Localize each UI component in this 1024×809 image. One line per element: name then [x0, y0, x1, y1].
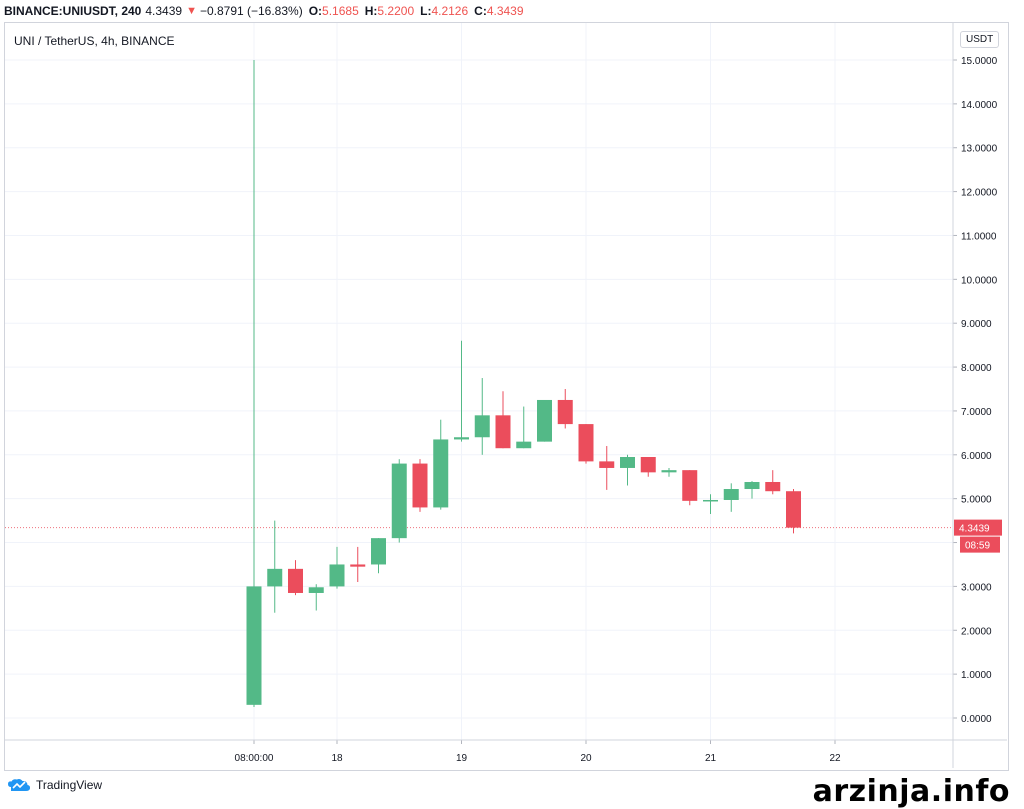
x-tick-label: 19	[456, 753, 468, 764]
candle-body-up	[703, 499, 718, 502]
last-price-badge-label: 4.3439	[959, 524, 990, 535]
close-value: 4.3439	[486, 4, 524, 18]
symbol-header: BINANCE:UNIUSDT, 240 4.3439 ▼ −0.8791 (−…	[4, 2, 524, 20]
y-tick-label: 12.0000	[961, 188, 998, 199]
y-tick-label: 7.0000	[961, 407, 992, 418]
x-tick-label: 22	[829, 753, 841, 764]
candle-body-up	[537, 399, 552, 442]
chart-legend-title[interactable]: UNI / TetherUS, 4h, BINANCE	[14, 34, 175, 48]
candle-body-down	[557, 399, 573, 425]
currency-button[interactable]: USDT	[960, 31, 1000, 48]
cloud-icon	[8, 779, 31, 791]
x-tick-label: 21	[705, 753, 717, 764]
y-tick-label: 2.0000	[961, 626, 992, 637]
candle-body-up	[474, 415, 490, 438]
candle-body-down	[640, 456, 656, 473]
y-tick-label: 9.0000	[961, 319, 992, 330]
y-tick-label: 6.0000	[961, 451, 992, 462]
candle-body-up	[661, 470, 677, 473]
down-triangle-icon: ▼	[186, 5, 197, 17]
candle-body-up	[329, 564, 345, 587]
candle-body-up	[371, 538, 386, 565]
candle-body-down	[682, 470, 698, 501]
candle-body-up	[246, 586, 262, 705]
chart-frame[interactable]	[4, 22, 1009, 771]
candle-body-up	[516, 441, 532, 449]
candle-body-down	[578, 424, 594, 462]
high-value: 5.2200	[377, 4, 415, 18]
x-tick-label: 08:00:00	[235, 753, 274, 764]
open-value: 5.1685	[322, 4, 359, 18]
y-tick-label: 1.0000	[961, 670, 992, 681]
candle-body-up	[308, 587, 324, 593]
y-tick-label: 11.0000	[961, 231, 997, 242]
candle-body-down	[288, 568, 303, 593]
low-value: 4.2126	[431, 4, 469, 18]
x-tick-label: 18	[331, 753, 343, 764]
tradingview-label: TradingView	[36, 778, 103, 792]
symbol-name[interactable]: BINANCE:UNIUSDT, 240	[4, 4, 142, 18]
low-label: L:	[420, 4, 432, 18]
y-tick-label: 3.0000	[961, 582, 992, 593]
y-tick-label: 14.0000	[961, 100, 998, 111]
high-label: H:	[364, 4, 378, 18]
countdown-badge-label: 08:59	[965, 541, 990, 552]
y-tick-label: 5.0000	[961, 495, 992, 506]
last-price-badge	[954, 519, 1002, 536]
candle-body-up	[723, 489, 739, 500]
open-label: O:	[308, 4, 323, 18]
y-tick-label: 10.0000	[961, 275, 998, 286]
candle-body-up	[267, 568, 283, 587]
y-tick-label: 8.0000	[961, 363, 992, 374]
candle-body-up	[454, 437, 469, 440]
y-tick-label: 15.0000	[961, 56, 998, 67]
candle-body-down	[412, 463, 428, 508]
tradingview-logo[interactable]: TradingView	[6, 778, 102, 792]
candle-body-down	[786, 491, 801, 528]
candle-body-up	[433, 439, 449, 508]
candle-body-down	[599, 461, 615, 468]
price-change: −0.8791 (−16.83%)	[199, 4, 303, 18]
y-tick-label: 13.0000	[961, 144, 998, 155]
candle-body-down	[495, 415, 511, 449]
last-price: 4.3439	[145, 4, 183, 18]
candle-body-up	[391, 463, 407, 539]
candle-body-up	[620, 456, 635, 468]
close-label: C:	[474, 4, 487, 18]
candle-body-down	[350, 564, 366, 567]
candle-body-down	[765, 481, 781, 492]
candle-body-up	[744, 481, 760, 490]
y-tick-label: 0.0000	[961, 714, 992, 725]
countdown-badge	[960, 536, 1000, 553]
x-tick-label: 20	[580, 753, 592, 764]
site-watermark: arzinja.info	[806, 774, 1016, 809]
